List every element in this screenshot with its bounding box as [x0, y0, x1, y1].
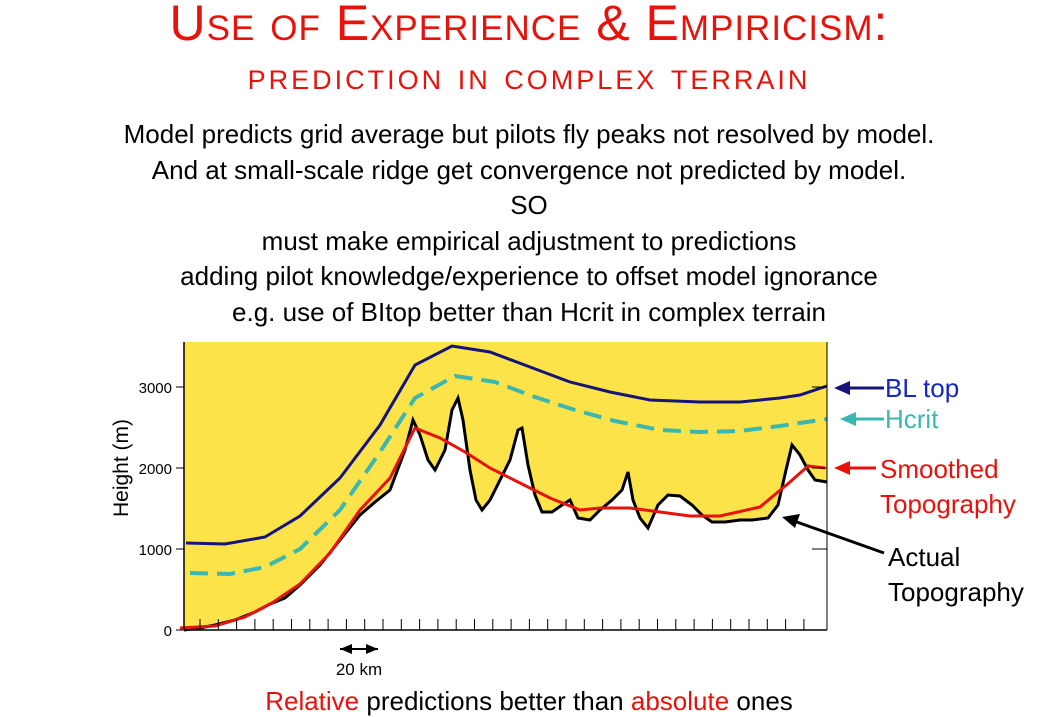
actual-label-line2: Topography	[888, 577, 1024, 607]
smoothed-label-line1: Smoothed	[880, 454, 999, 484]
bl-top-label: BL top	[885, 373, 959, 403]
slide-subtitle: prediction in complex terrain	[247, 56, 811, 98]
x-ticks	[199, 619, 805, 630]
y-tick-label: 2000	[139, 461, 172, 478]
body-line: Model predicts grid average but pilots f…	[123, 119, 935, 149]
actual-topography-line	[183, 393, 828, 632]
body-line: And at small-scale ridge get convergence…	[151, 154, 907, 185]
scale-arrow-right-icon	[366, 644, 378, 654]
y-tick-label: 1000	[139, 542, 172, 559]
body-line: SO	[510, 190, 548, 220]
bottom-word-relative: Relative	[265, 686, 360, 716]
body-line: adding pilot knowledge/experience to off…	[180, 261, 878, 291]
bottom-statement: Relative predictions better than absolut…	[0, 686, 1058, 717]
y-axis-label: Height (m)	[110, 419, 133, 517]
smoothed-label-line2: Topography	[880, 489, 1016, 519]
slide-title: Use of Experience & Empiricism:	[169, 0, 889, 51]
y-tick-label: 0	[164, 623, 172, 640]
smoothed-topography-line	[179, 426, 826, 630]
bottom-text-end: ones	[729, 686, 793, 716]
body-text: Model predicts grid average but pilots f…	[0, 117, 1058, 330]
actual-label-line1: Actual	[888, 542, 960, 572]
bottom-text: predictions better than	[359, 686, 631, 716]
scale-label: 20 km	[336, 660, 382, 679]
hcrit-label: Hcrit	[885, 404, 939, 434]
actual-arrow-head-icon	[782, 514, 800, 528]
hcrit-line	[189, 373, 828, 577]
body-line: e.g. use of BItop better than Hcrit in c…	[232, 296, 826, 327]
hcrit-arrow-head-icon	[840, 412, 856, 426]
bottom-word-absolute: absolute	[630, 686, 730, 716]
actual-topography-ground	[184, 398, 827, 630]
body-line: must make empirical adjustment to predic…	[261, 225, 797, 256]
bl-top-line	[185, 344, 828, 546]
smoothed-arrow-head-icon	[834, 461, 850, 475]
bl-top-arrow-head-icon	[834, 381, 850, 395]
actual-arrow	[793, 519, 885, 555]
scale-arrow-left-icon	[340, 644, 352, 654]
y-tick-label: 3000	[139, 380, 172, 397]
